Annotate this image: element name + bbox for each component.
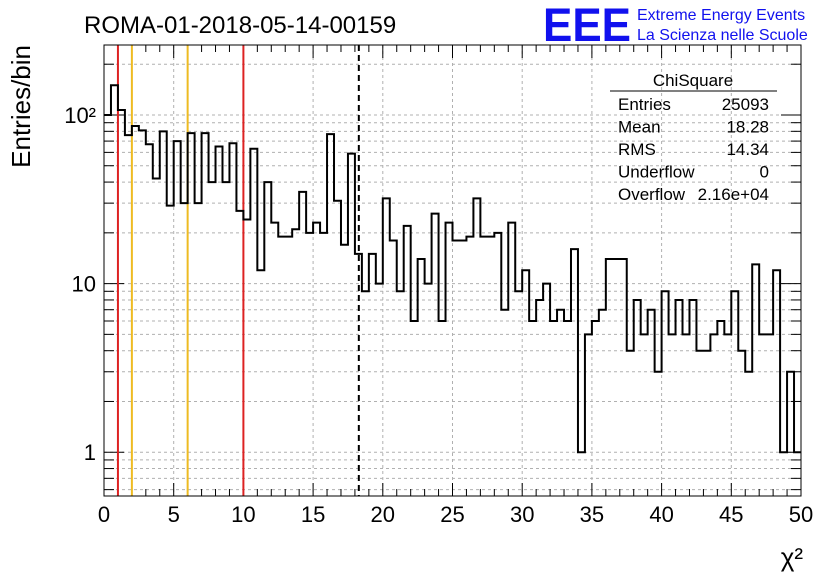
stats-title: ChiSquare — [653, 71, 733, 90]
x-tick-label: 40 — [649, 502, 673, 527]
marker-lines — [116, 45, 360, 496]
grid-lines — [104, 45, 801, 496]
stats-label: Underflow — [618, 163, 695, 182]
x-tick-label: 20 — [371, 502, 395, 527]
histogram-line — [104, 84, 801, 454]
y-tick-label: 1 — [84, 440, 96, 465]
stats-value: 25093 — [722, 95, 769, 114]
x-tick-label: 0 — [98, 502, 110, 527]
stats-value: 2.16e+04 — [698, 185, 769, 204]
eee-logo: EEE Extreme Energy Events La Scienza nel… — [543, 0, 808, 51]
stats-label: Entries — [618, 95, 671, 114]
x-tick-label: 50 — [789, 502, 813, 527]
x-tick-label: 15 — [301, 502, 325, 527]
y-tick-label: 10² — [64, 103, 96, 128]
run-title: ROMA-01-2018-05-14-00159 — [84, 12, 396, 39]
stats-value: 0 — [760, 163, 769, 182]
y-axis-label: Entries/bin — [6, 45, 36, 168]
x-axis-label: χ² — [781, 542, 804, 572]
histogram — [104, 84, 801, 454]
x-tick-label: 30 — [510, 502, 534, 527]
y-tick-labels: 1 10 10² — [64, 103, 96, 465]
stats-value: 18.28 — [726, 118, 769, 137]
stats-box: ChiSquare Entries 25093 Mean 18.28 RMS 14.34 U… — [610, 71, 777, 204]
stats-label: RMS — [618, 140, 656, 159]
eee-logo-mark: EEE — [543, 0, 631, 51]
eee-logo-line2: La Scienza nelle Scuole — [637, 27, 808, 44]
eee-logo-line1: Extreme Energy Events — [637, 7, 805, 24]
y-tick-label: 10 — [72, 272, 96, 297]
x-tick-labels: 0 5 10 15 20 25 30 35 40 45 50 — [98, 502, 813, 527]
stats-label: Overflow — [618, 185, 686, 204]
plot-frame — [103, 44, 802, 497]
stats-label: Mean — [618, 118, 661, 137]
stats-value: 14.34 — [726, 140, 769, 159]
x-tick-label: 45 — [719, 502, 743, 527]
x-tick-label: 25 — [440, 502, 464, 527]
x-tick-label: 35 — [580, 502, 604, 527]
x-tick-label: 10 — [231, 502, 255, 527]
x-tick-label: 5 — [168, 502, 180, 527]
